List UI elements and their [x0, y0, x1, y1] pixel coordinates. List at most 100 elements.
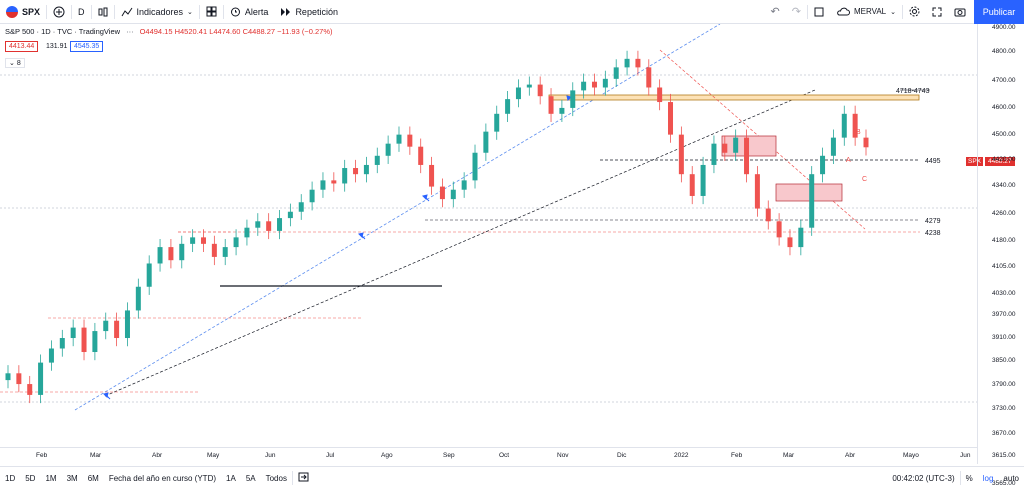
time-axis[interactable]: Feb Mar Abr May Jun Jul Ago Sep Oct Nov Dic 2022 Feb…: [0, 447, 977, 461]
auto-toggle[interactable]: auto: [1003, 473, 1019, 483]
indicators-button[interactable]: Indicadores ⌄: [115, 0, 199, 24]
candle-body: [429, 164, 435, 187]
time-axis-label: Mayo: [903, 452, 919, 459]
range-button[interactable]: Fecha del año en curso (YTD): [108, 473, 217, 483]
range-button[interactable]: 3M: [66, 473, 78, 483]
chevron-down-icon: ⌄: [890, 8, 896, 16]
candle-body: [505, 99, 511, 114]
candle-body: [27, 384, 33, 395]
price-axis-label: 4420.00: [992, 156, 1016, 163]
black-trendline: [104, 89, 816, 397]
candle-body: [657, 87, 663, 103]
settings-button[interactable]: [903, 0, 926, 24]
level-4238-label: 4238: [925, 230, 941, 237]
price-axis-label: 4105.00: [992, 263, 1016, 270]
range-button[interactable]: 5A: [245, 473, 256, 483]
point-a-label: A: [846, 157, 851, 164]
bottom-toolbar: 1D 5D 1M 3M 6M Fecha del año en curso (YTD) 1A…: [0, 466, 1024, 489]
candle-body: [852, 113, 858, 138]
candle-body: [407, 134, 413, 147]
zone-label: 4718-4743: [896, 88, 930, 95]
range-button[interactable]: 1A: [226, 473, 236, 483]
level-4495-label: 4495: [925, 158, 941, 165]
candle-body: [754, 174, 760, 209]
candle-body: [809, 174, 815, 228]
candle-body: [287, 211, 293, 219]
replay-button[interactable]: Repetición: [274, 0, 344, 24]
candle-body: [146, 263, 152, 287]
candle-body: [678, 134, 684, 175]
time-axis-label: Jun: [960, 452, 971, 459]
price-axis-label: 3790.00: [992, 381, 1016, 388]
snapshot-button[interactable]: [948, 0, 972, 24]
calendar-range-icon: [298, 472, 309, 482]
time-axis-label: Mar: [783, 452, 795, 459]
candle-body: [200, 237, 206, 244]
candle-body: [461, 180, 467, 190]
candle-body: [277, 218, 283, 231]
time-axis-label: Mar: [90, 452, 102, 459]
blue-arrow-marker-3: [422, 194, 430, 202]
price-axis[interactable]: 4900.00 4800.00 4700.00 4600.00 4500.00 4420.…: [977, 24, 1024, 487]
fullscreen-button[interactable]: [926, 0, 948, 24]
price-axis-label: 4030.00: [992, 290, 1016, 297]
legend-dots-icon[interactable]: ⋯: [126, 27, 134, 36]
range-button[interactable]: 5D: [25, 473, 36, 483]
compare-button[interactable]: [47, 0, 71, 24]
blue-arrow-marker-2: [358, 232, 366, 240]
candle-body: [5, 373, 11, 381]
chart-type-button[interactable]: [92, 0, 114, 24]
bid-box[interactable]: 4413.44: [5, 41, 39, 52]
candle-body: [613, 67, 619, 79]
cloud-icon: [837, 7, 850, 15]
candle-body: [114, 320, 120, 339]
price-axis-label: 3615.00: [992, 452, 1016, 459]
range-button[interactable]: 1M: [45, 473, 57, 483]
undo-button[interactable]: ↶: [765, 0, 786, 24]
candle-body: [863, 137, 869, 148]
alert-button[interactable]: Alerta: [224, 0, 275, 24]
fullscreen-toggle[interactable]: [808, 0, 830, 24]
range-button[interactable]: Todos: [265, 473, 287, 483]
add-symbol-icon: [53, 6, 65, 17]
time-axis-label: 2022: [674, 452, 689, 459]
candle-body: [168, 247, 174, 261]
candle-body: [711, 143, 717, 165]
interval-button[interactable]: D: [72, 0, 91, 24]
exchange-label: MERVAL: [853, 7, 887, 16]
divider: [90, 4, 92, 19]
symbol-search[interactable]: SPX: [0, 0, 46, 24]
camera-icon: [954, 8, 966, 16]
percent-toggle[interactable]: %: [965, 473, 973, 483]
redo-button[interactable]: ↷: [786, 0, 807, 24]
ask-box[interactable]: 4545.35: [70, 41, 104, 52]
replay-icon: [281, 7, 291, 16]
exchange-button[interactable]: MERVAL ⌄: [830, 0, 902, 24]
candle-body: [537, 84, 543, 97]
candle-body: [526, 84, 532, 88]
candle-body: [418, 146, 424, 165]
interval-label: D: [78, 6, 85, 17]
blue-trendline: [74, 24, 721, 411]
candle-body: [396, 134, 402, 144]
time-axis-label: Oct: [499, 452, 510, 459]
undo-icon: ↶: [770, 6, 780, 18]
date-range-button[interactable]: [293, 472, 314, 484]
layouts-button[interactable]: [200, 0, 223, 24]
log-toggle[interactable]: log: [982, 473, 994, 483]
price-chart[interactable]: 4718-4743 4495 4279 4238 A B C: [0, 24, 977, 464]
candle-body: [385, 143, 391, 156]
candle-body: [700, 164, 706, 196]
price-axis-label: 4600.00: [992, 104, 1016, 111]
price-axis-label: 3670.00: [992, 430, 1016, 437]
time-axis-label: May: [207, 452, 220, 459]
range-button[interactable]: 6M: [87, 473, 99, 483]
range-button[interactable]: 1D: [5, 473, 16, 483]
indicator-toggle[interactable]: ⌄ 8: [5, 58, 25, 68]
candle-body: [733, 137, 739, 153]
chevron-down-icon: ⌄: [9, 60, 15, 67]
clock-label[interactable]: 00:42:02 (UTC-3): [892, 473, 955, 483]
legend-title[interactable]: S&P 500 · 1D · TVC · TradingView: [5, 27, 121, 36]
candle-body: [776, 221, 782, 238]
publish-button[interactable]: Publicar: [974, 0, 1024, 24]
